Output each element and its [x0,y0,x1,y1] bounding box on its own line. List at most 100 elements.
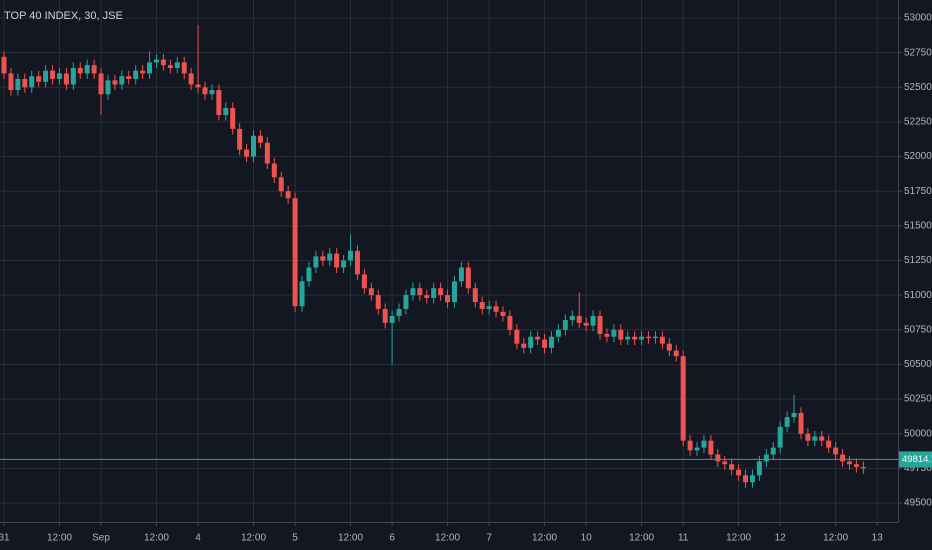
candle-body [708,440,714,455]
y-tick-label: 50250.00 [904,394,932,405]
candle-body [140,70,146,74]
candle-body [840,454,846,462]
candle-body [278,177,284,192]
y-tick-label: 52000.00 [904,151,932,162]
candle-body [8,73,14,91]
candle-body [223,108,229,116]
candle-body [188,73,194,85]
candle-body [555,329,561,337]
candle-body [320,256,326,261]
candle-body [105,80,111,95]
chart-title: TOP 40 INDEX, 30, JSE [4,10,123,22]
y-tick-label: 51750.00 [904,186,932,197]
candle-body [244,149,250,157]
candle-body [70,67,76,85]
candle-body [562,320,568,330]
candle-body [147,62,153,74]
candle-body [694,447,700,451]
candle-body [167,65,173,68]
candle-body [784,417,790,427]
current-price-box [899,451,932,468]
candle-body [382,309,388,323]
candle-body [458,267,464,282]
candle-body [1,56,7,74]
candle-body [216,90,222,116]
candle-body [819,436,825,441]
x-tick-label: 12:00 [726,533,751,544]
candle-body [22,78,28,88]
current-price-label: 49814.74 [902,454,932,465]
candle-body [465,267,471,289]
candle-body [160,59,166,66]
candle-body [666,343,672,351]
y-tick-label: 51250.00 [904,255,932,266]
candle-body [424,295,430,298]
x-tick-label: 12:00 [823,533,848,544]
candle-body [348,250,354,261]
candle-body [715,454,721,462]
y-tick-label: 51000.00 [904,290,932,301]
y-tick-label: 49750.00 [904,463,932,474]
candle-body [652,336,658,339]
x-tick-label: 31 [0,533,10,544]
x-tick-label: 4 [195,533,201,544]
candle-body [438,288,444,296]
candle-body [126,76,132,79]
x-tick-label: 12:00 [338,533,363,544]
candle-body [202,87,208,95]
candle-body [549,336,554,348]
x-tick-label: 12:00 [435,533,460,544]
candle-body [50,70,56,79]
candle-body [334,253,340,268]
candle-body [604,333,610,337]
candle-body [500,311,506,316]
candle-body [756,461,762,476]
candle-body [77,67,83,74]
candle-body [618,329,624,340]
candle-body [417,288,423,296]
candle-body [770,447,776,455]
candle-body [209,90,215,95]
candle-body [410,288,416,296]
candle-body [230,108,236,129]
candle-body [313,256,319,268]
candle-body [639,336,645,340]
candle-body [625,336,631,340]
x-tick-label: 10 [581,533,593,544]
candle-body [743,475,749,483]
y-tick-label: 50000.00 [904,428,932,439]
candle-body [112,80,118,85]
x-tick-label: 12:00 [144,533,169,544]
candle-body [396,309,402,316]
x-tick-label: 7 [486,533,492,544]
candle-body [729,464,735,470]
candle-body [195,84,201,88]
y-tick-label: 53000.00 [904,13,932,24]
candle-body [181,62,187,74]
candle-body [63,73,69,85]
candles [0,24,898,488]
x-tick-label: 12:00 [47,533,72,544]
candle-body [361,274,367,289]
candle-body [237,128,243,150]
candle-body [611,329,617,337]
candle-body [15,78,21,91]
y-tick-label: 50500.00 [904,359,932,370]
candle-body [271,163,277,178]
candle-body [514,329,520,344]
candle-body [521,343,527,348]
candle-body [299,281,305,307]
candle-body [153,59,159,63]
candle-body [791,412,797,418]
candle-body [119,76,125,85]
candle-body [341,260,347,268]
candle-body [98,73,104,95]
candle-body [736,469,742,476]
candle-body [292,198,298,307]
candle-body [84,65,90,74]
candle-body [354,250,360,275]
candle-body [576,315,582,323]
x-tick-label: 11 [678,533,689,544]
candle-body [846,461,852,465]
x-tick-label: 5 [292,533,298,544]
